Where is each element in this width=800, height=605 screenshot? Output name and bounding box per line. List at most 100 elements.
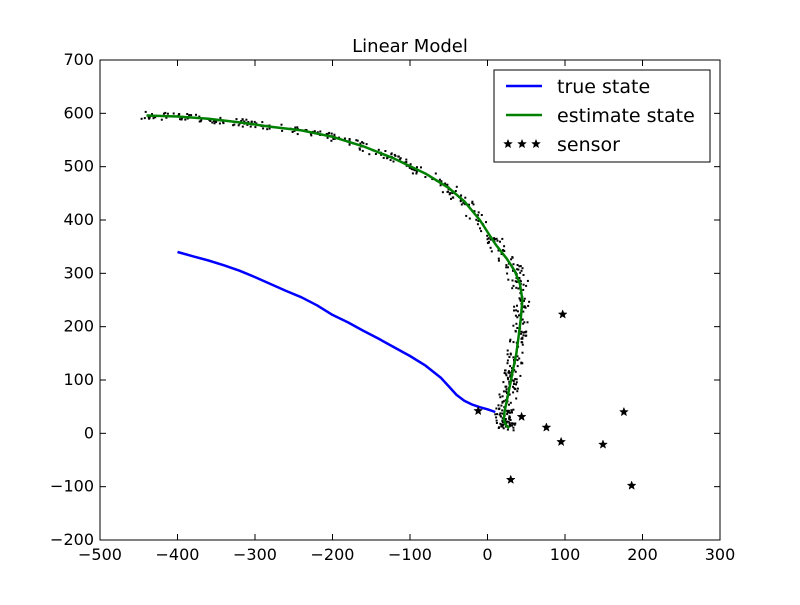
particle-dot bbox=[305, 129, 308, 131]
sensor-marker bbox=[541, 422, 552, 432]
particle-dot bbox=[356, 139, 359, 142]
x-tick-label: 100 bbox=[550, 545, 581, 564]
particle-dot bbox=[509, 401, 512, 404]
particle-dot bbox=[512, 269, 514, 272]
particle-dot bbox=[521, 351, 524, 354]
particle-dot bbox=[219, 116, 222, 119]
particle-dot bbox=[218, 122, 221, 125]
particle-dot bbox=[512, 429, 515, 432]
particle-dot bbox=[237, 124, 240, 127]
y-tick-label: 500 bbox=[63, 157, 94, 176]
particle-dot bbox=[343, 137, 346, 140]
particle-dot bbox=[473, 210, 476, 213]
particle-dot bbox=[241, 125, 244, 128]
particle-dot bbox=[497, 404, 500, 407]
particle-dot bbox=[200, 118, 203, 121]
series-line-estimate-state bbox=[146, 114, 524, 429]
particle-dot bbox=[514, 422, 517, 425]
particle-dot bbox=[523, 299, 525, 302]
particle-dot bbox=[140, 117, 143, 120]
particle-dot bbox=[526, 321, 529, 324]
particle-dot bbox=[480, 214, 483, 216]
particle-dot bbox=[245, 118, 248, 121]
particle-dot bbox=[509, 375, 512, 378]
particle-dot bbox=[499, 396, 502, 399]
particle-dot bbox=[494, 413, 497, 416]
particle-dot bbox=[405, 158, 408, 161]
particle-dot bbox=[454, 190, 457, 192]
particle-dot bbox=[512, 284, 515, 287]
x-tick-label: −500 bbox=[78, 545, 122, 564]
particle-dot bbox=[214, 121, 217, 124]
particle-dot bbox=[475, 218, 478, 221]
particle-dot bbox=[498, 393, 501, 396]
particle-dot bbox=[516, 359, 519, 362]
legend-label: true state bbox=[557, 76, 650, 98]
particle-dot bbox=[507, 411, 510, 414]
x-tick-label: −100 bbox=[388, 545, 432, 564]
particle-dot bbox=[515, 397, 518, 400]
particle-dot bbox=[511, 411, 513, 414]
particle-dot bbox=[513, 309, 515, 312]
particle-dot bbox=[523, 321, 526, 324]
particle-dot bbox=[520, 330, 523, 333]
particle-dot bbox=[296, 126, 299, 129]
particle-dot bbox=[377, 148, 380, 151]
particle-dot bbox=[361, 149, 364, 152]
particle-dot bbox=[325, 133, 328, 135]
particle-dot bbox=[460, 194, 463, 197]
particle-dot bbox=[382, 156, 385, 159]
particle-dot bbox=[516, 355, 519, 358]
particle-dot bbox=[518, 314, 520, 317]
particle-dot bbox=[480, 230, 483, 233]
particle-dot bbox=[495, 422, 498, 424]
particle-dot bbox=[516, 316, 519, 319]
particle-dot bbox=[247, 121, 250, 123]
particle-dot bbox=[512, 426, 515, 429]
x-tick-label: −200 bbox=[311, 545, 355, 564]
particle-dot bbox=[262, 127, 265, 130]
particle-dot bbox=[440, 180, 443, 183]
particle-dot bbox=[501, 237, 504, 240]
particle-dot bbox=[507, 420, 510, 423]
particle-dot bbox=[516, 268, 519, 271]
particle-dot bbox=[389, 159, 392, 162]
particle-dot bbox=[495, 416, 498, 419]
particle-dot bbox=[477, 220, 480, 222]
particle-dot bbox=[501, 420, 504, 423]
particle-dot bbox=[511, 367, 513, 370]
particle-dot bbox=[499, 415, 502, 418]
particle-dot bbox=[476, 223, 479, 226]
particle-dot bbox=[508, 422, 511, 424]
particle-dot bbox=[249, 125, 252, 128]
particle-dot bbox=[240, 120, 243, 122]
particle-dot bbox=[520, 332, 522, 335]
particle-dot bbox=[232, 124, 235, 127]
particle-dot bbox=[415, 172, 418, 175]
series-layer bbox=[146, 114, 524, 429]
particle-dot bbox=[519, 374, 522, 377]
particle-dot bbox=[525, 284, 528, 287]
particle-dot bbox=[512, 263, 515, 266]
particle-dot bbox=[513, 369, 516, 372]
particle-dot bbox=[524, 331, 527, 334]
particle-dot bbox=[355, 139, 358, 142]
particle-dot bbox=[518, 277, 521, 279]
particle-dot bbox=[326, 136, 329, 139]
particle-dot bbox=[504, 369, 506, 372]
particle-dot bbox=[348, 138, 351, 140]
particle-dot bbox=[506, 428, 509, 431]
particle-dot bbox=[374, 153, 377, 155]
particle-dot bbox=[498, 413, 501, 416]
particle-dot bbox=[151, 113, 153, 116]
particle-dot bbox=[512, 341, 515, 344]
particle-dot bbox=[362, 142, 365, 145]
particle-dot bbox=[522, 322, 525, 325]
sensor-markers bbox=[473, 309, 637, 490]
particle-dot bbox=[243, 120, 246, 123]
particle-dot bbox=[510, 258, 513, 261]
particle-dot bbox=[490, 250, 493, 253]
particle-dot bbox=[512, 408, 515, 411]
particle-dot bbox=[519, 265, 522, 268]
